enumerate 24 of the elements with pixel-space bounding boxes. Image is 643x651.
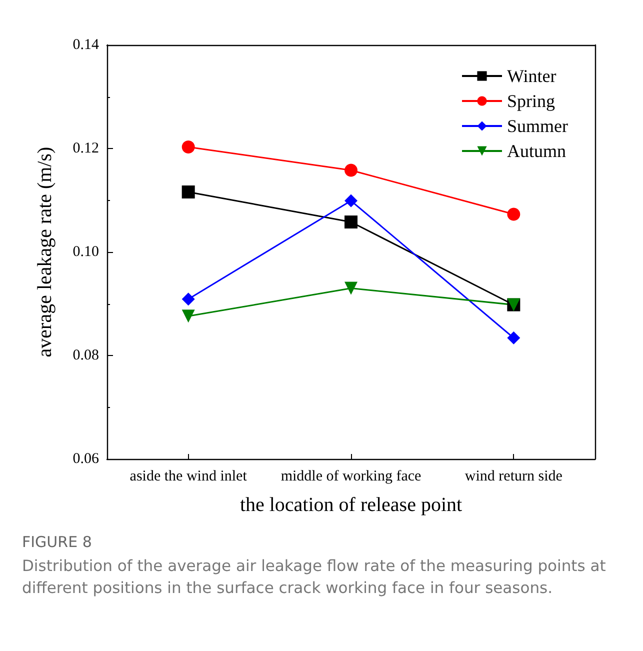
- x-tick-label: middle of working face: [280, 468, 422, 484]
- caption: FIGURE 8: [22, 533, 93, 551]
- point: [507, 208, 520, 221]
- y-tick-label: 0.08: [72, 348, 99, 364]
- point: [182, 140, 195, 154]
- point: [344, 194, 358, 208]
- point: [344, 215, 358, 228]
- point: [182, 185, 195, 198]
- legend-label: Winter: [507, 66, 556, 86]
- legend-label: Spring: [507, 91, 556, 111]
- y-tick-label: 0.14: [72, 37, 100, 53]
- y-tick-label: 0.10: [72, 244, 99, 260]
- y-tick-label: 0.06: [72, 451, 100, 467]
- point: [507, 331, 520, 344]
- text: Distribution of the average air leakage flow rate of the measuring points at different positions in the surface crack working face in four seasons.: [22, 556, 607, 599]
- x-axis-title: the location of release point: [240, 494, 463, 516]
- point: [344, 164, 358, 177]
- legend-label: Summer: [507, 116, 568, 136]
- x-tick-label: wind return side: [464, 468, 563, 484]
- legend-label: Autumn: [507, 141, 566, 161]
- y-axis-title: average leakage rate (m/s): [34, 146, 56, 358]
- x-tick-label: aside the wind inlet: [130, 468, 248, 484]
- point: [182, 292, 195, 306]
- y-tick-label: 0.12: [72, 140, 99, 156]
